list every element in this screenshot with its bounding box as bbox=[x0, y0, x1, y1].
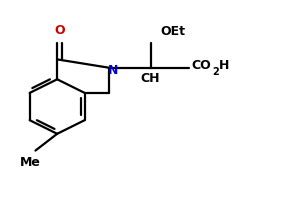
Text: O: O bbox=[54, 24, 65, 37]
Text: N: N bbox=[108, 64, 118, 77]
Text: OEt: OEt bbox=[160, 25, 185, 38]
Text: CH: CH bbox=[141, 72, 160, 85]
Text: Me: Me bbox=[20, 156, 41, 169]
Text: H: H bbox=[219, 59, 229, 72]
Text: 2: 2 bbox=[212, 66, 219, 77]
Text: CO: CO bbox=[191, 59, 211, 72]
